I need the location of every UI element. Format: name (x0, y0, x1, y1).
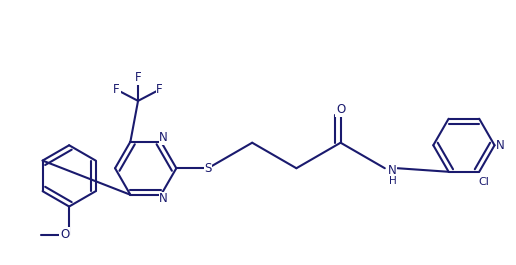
Text: F: F (156, 83, 163, 96)
Text: O: O (336, 103, 345, 116)
Text: F: F (114, 83, 120, 96)
Text: O: O (60, 228, 69, 241)
Text: N: N (159, 131, 168, 144)
Text: N: N (388, 164, 397, 177)
Text: F: F (135, 71, 141, 84)
Text: H: H (389, 176, 396, 186)
Text: N: N (159, 192, 168, 205)
Text: Cl: Cl (478, 177, 489, 187)
Text: N: N (496, 139, 505, 152)
Text: S: S (204, 162, 212, 175)
